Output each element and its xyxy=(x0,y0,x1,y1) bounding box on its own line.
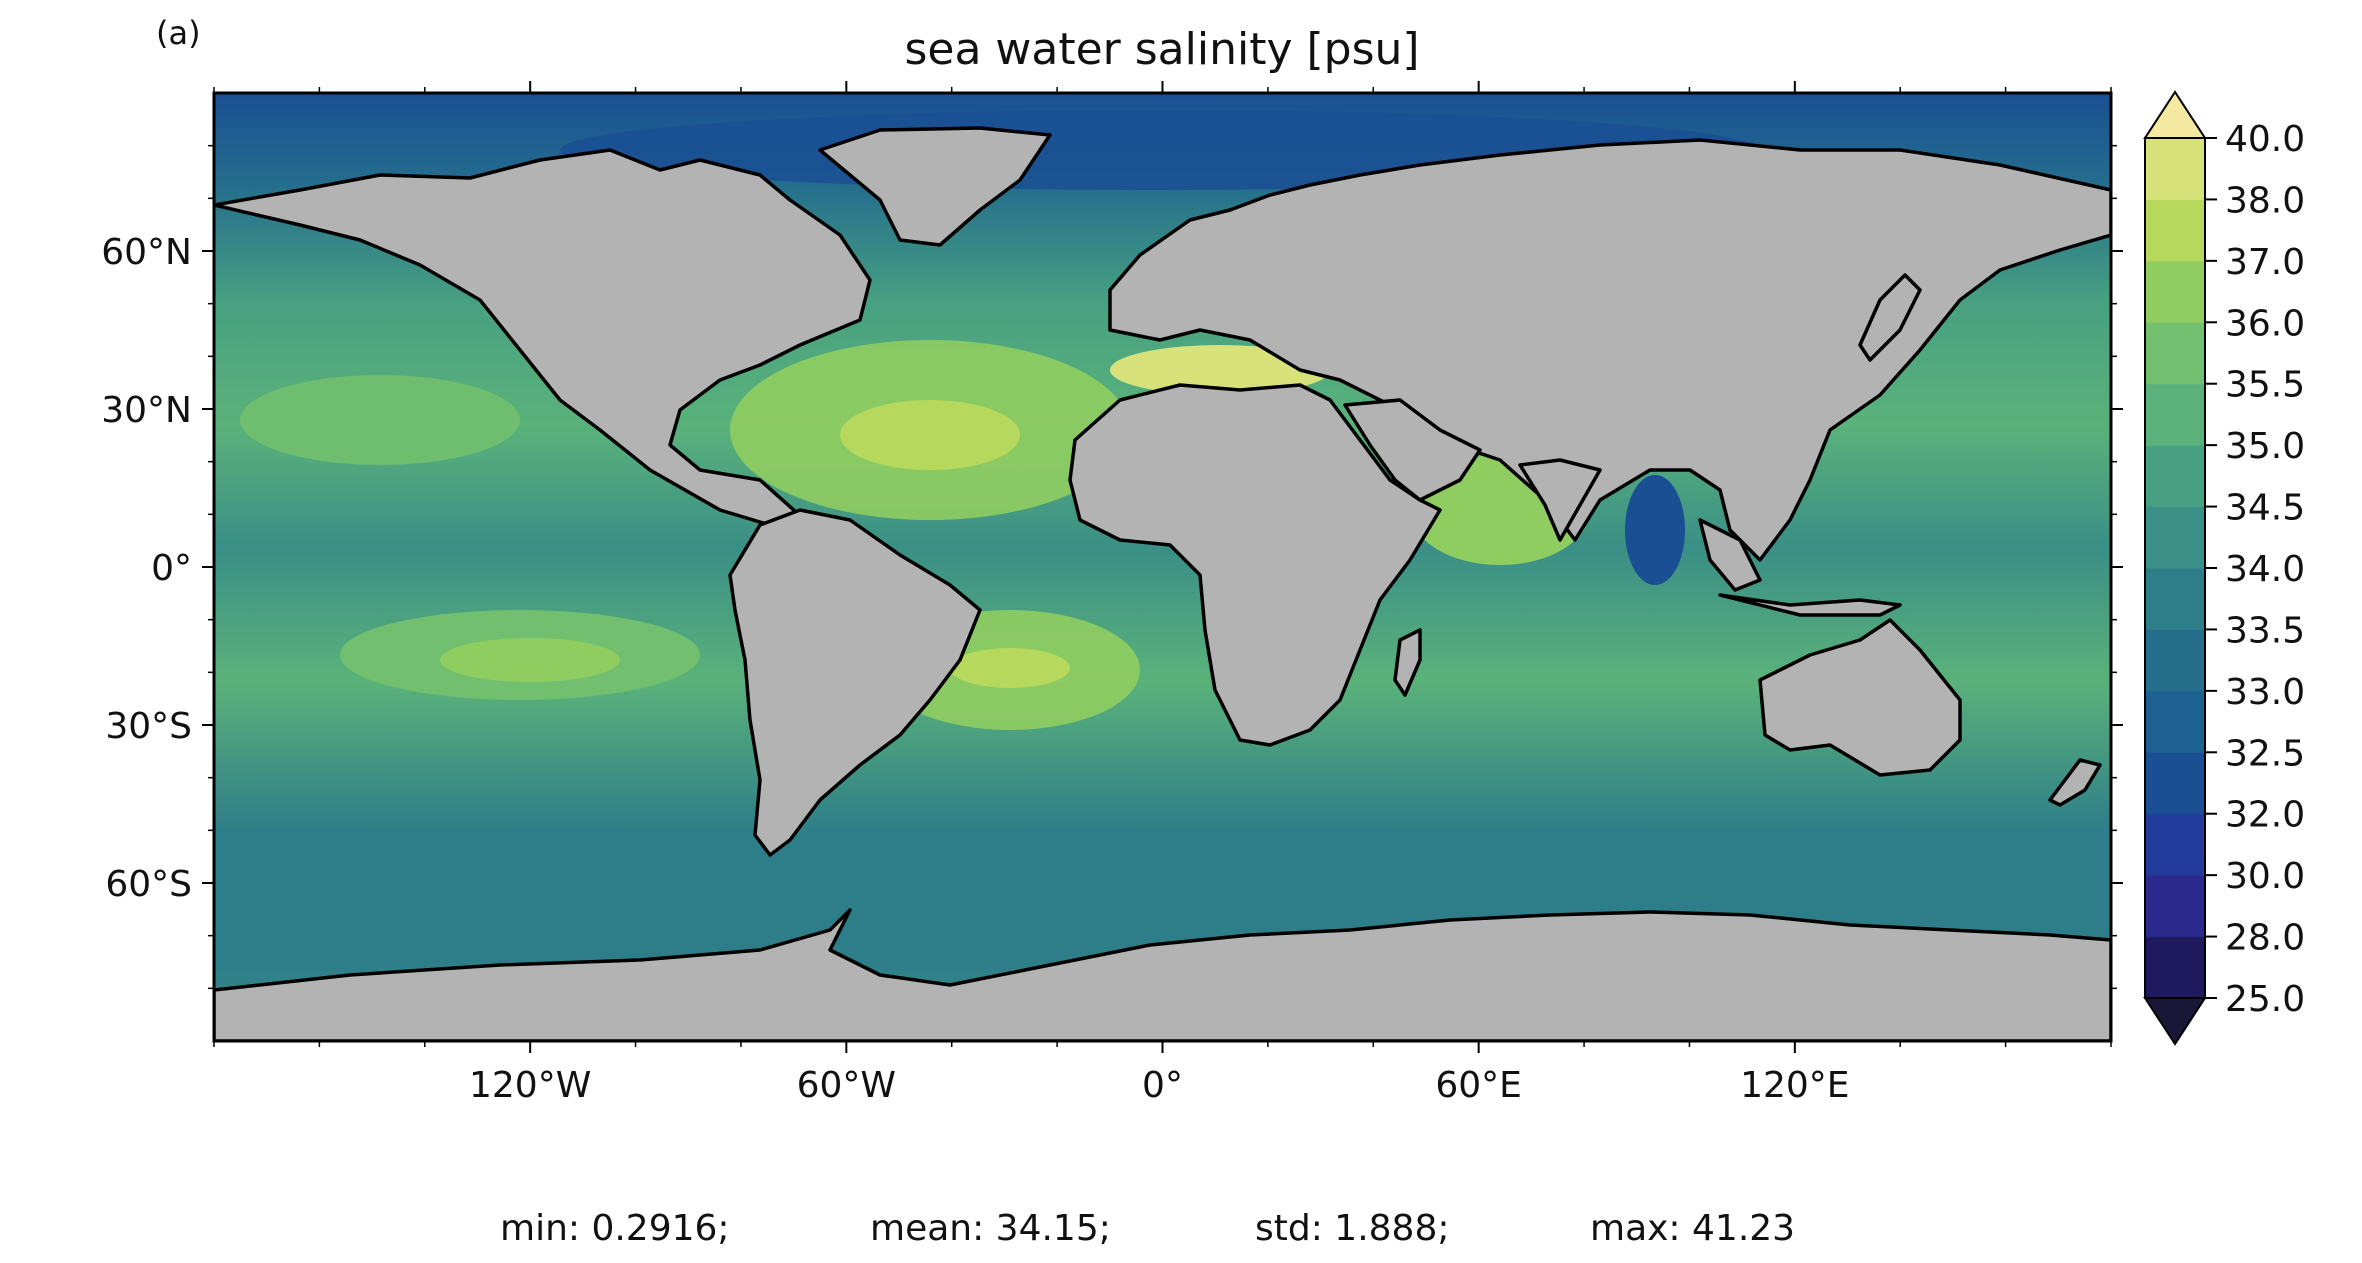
lat-tick-label: 60°N xyxy=(101,232,192,273)
colorbar-tick-label: 34.5 xyxy=(2225,488,2305,529)
colorbar-tick-label: 34.0 xyxy=(2225,549,2305,590)
lat-tick-label: 30°S xyxy=(105,706,192,747)
map-title: sea water salinity [psu] xyxy=(904,24,1419,75)
colorbar-tick-label: 32.0 xyxy=(2225,795,2305,836)
panel-label: (a) xyxy=(156,14,201,52)
colorbar-tick-label: 32.5 xyxy=(2225,733,2305,774)
land-australia xyxy=(1758,618,1962,777)
colorbar-segment xyxy=(2145,813,2205,876)
longitude-axis: 120°W 60°W 0° 60°E 120°E xyxy=(213,81,2112,1106)
north-atlantic-core xyxy=(840,400,1020,470)
lon-tick-label: 60°W xyxy=(797,1065,896,1106)
land-greenland xyxy=(818,126,1052,247)
colorbar-tick-label: 40.0 xyxy=(2225,119,2305,160)
colorbar-segment xyxy=(2145,936,2205,999)
colorbar-tick-label: 35.5 xyxy=(2225,365,2305,406)
south-atlantic-core xyxy=(950,648,1070,688)
land-south-america xyxy=(728,508,982,857)
colorbar: 25.0 28.0 30.0 32.0 32.5 33.0 33.5 34.0 34.5 35.0… xyxy=(2143,90,2305,1046)
stat-mean: mean: 34.15; xyxy=(870,1208,1111,1249)
colorbar-tick-label: 25.0 xyxy=(2225,979,2305,1020)
colorbar-tick-label: 35.0 xyxy=(2225,426,2305,467)
south-pacific-core xyxy=(440,638,620,682)
colorbar-segment xyxy=(2145,199,2205,262)
land-masses xyxy=(214,126,2111,1041)
lon-tick-label: 120°E xyxy=(1740,1065,1849,1106)
colorbar-tick-label: 37.0 xyxy=(2225,242,2305,283)
colorbar-segment xyxy=(2145,690,2205,753)
lon-tick-label: 0° xyxy=(1142,1065,1183,1106)
colorbar-extend-top xyxy=(2143,90,2207,139)
land-north-america xyxy=(214,148,872,547)
land-japan xyxy=(1858,273,1922,362)
land-antarctica xyxy=(214,908,2111,1041)
colorbar-tick-label: 36.0 xyxy=(2225,303,2305,344)
bay-of-bengal-low-salinity xyxy=(1625,475,1685,585)
land-new-zealand xyxy=(2048,758,2102,807)
colorbar-extend-bottom xyxy=(2143,997,2207,1046)
colorbar-tick-label: 33.0 xyxy=(2225,672,2305,713)
stat-min: min: 0.2916; xyxy=(500,1208,730,1249)
colorbar-tick-label: 33.5 xyxy=(2225,610,2305,651)
colorbar-segment xyxy=(2145,506,2205,569)
land-india xyxy=(1518,458,1602,542)
colorbar-segment xyxy=(2145,138,2205,200)
north-pacific-high-salinity xyxy=(240,375,520,465)
colorbar-segment xyxy=(2145,629,2205,692)
colorbar-segment xyxy=(2145,875,2205,938)
lon-tick-label: 60°E xyxy=(1435,1065,1522,1106)
land-arabia xyxy=(1343,398,1482,502)
lat-tick-label: 30°N xyxy=(101,390,192,431)
land-southeast-asia xyxy=(1698,518,1762,592)
colorbar-segment xyxy=(2145,445,2205,508)
stat-max: max: 41.23 xyxy=(1590,1208,1795,1249)
colorbar-tick-label: 30.0 xyxy=(2225,856,2305,897)
colorbar-segment xyxy=(2145,752,2205,815)
colorbar-tick-label: 28.0 xyxy=(2225,918,2305,959)
land-indonesia xyxy=(1718,593,1902,617)
land-africa xyxy=(1068,383,1442,747)
land-madagascar xyxy=(1393,628,1422,697)
colorbar-tick-label: 38.0 xyxy=(2225,180,2305,221)
stat-std: std: 1.888; xyxy=(1255,1208,1449,1249)
mediterranean-high-salinity xyxy=(1110,345,1330,395)
lat-tick-label: 0° xyxy=(151,548,192,589)
map-area xyxy=(214,93,2111,1041)
lon-tick-label: 120°W xyxy=(469,1065,591,1106)
colorbar-segment xyxy=(2145,260,2205,323)
colorbar-segment xyxy=(2145,568,2205,630)
colorbar-segment xyxy=(2145,322,2205,385)
lat-tick-label: 60°S xyxy=(105,864,192,905)
colorbar-segment xyxy=(2145,383,2205,446)
latitude-axis: 60°N 30°N 0° 30°S 60°S xyxy=(101,144,2123,990)
statistics-line: min: 0.2916; mean: 34.15; std: 1.888; ma… xyxy=(500,1208,1795,1249)
